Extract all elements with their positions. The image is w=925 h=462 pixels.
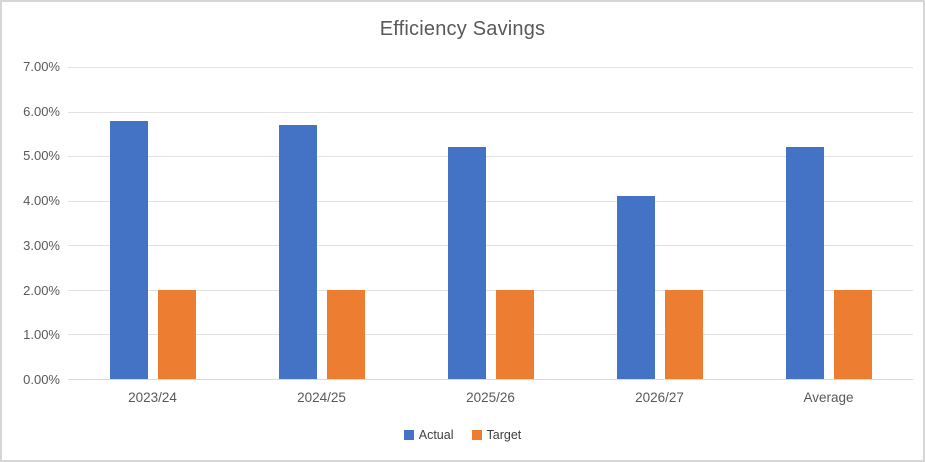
gridline-5.00% (68, 156, 913, 158)
x-tick-label-2026/27: 2026/27 (635, 390, 684, 405)
legend-label-actual: Actual (418, 428, 454, 442)
gridline-6.00% (68, 111, 913, 113)
y-tick-label-3.00%: 3.00% (23, 237, 60, 253)
bar-group-Average (785, 67, 872, 379)
legend-swatch-actual-icon (403, 430, 414, 440)
y-tick-label-4.00%: 4.00% (23, 193, 60, 209)
x-tick-label-Average: Average (803, 390, 854, 405)
bar-actual-Average (785, 147, 824, 379)
y-tick-label-2.00%: 2.00% (23, 282, 60, 298)
x-axis: 2023/24 2024/25 2025/26 2026/27 Average (68, 390, 913, 410)
bar-group-2025/26 (447, 67, 534, 379)
legend-item-actual: Actual (403, 428, 454, 442)
legend-swatch-target-icon (471, 430, 482, 440)
chart-title: Efficiency Savings (379, 18, 546, 40)
y-tick-label-1.00%: 1.00% (23, 327, 60, 343)
x-tick-label-2025/26: 2025/26 (466, 390, 515, 405)
bar-target-2025/26 (495, 289, 534, 379)
bar-target-Average (833, 289, 872, 379)
legend: Actual Target (2, 428, 923, 442)
legend-label-target: Target (486, 428, 522, 442)
gridline-2.00% (68, 289, 913, 291)
gridline-4.00% (68, 200, 913, 202)
bar-actual-2024/25 (278, 124, 317, 379)
y-tick-label-0.00%: 0.00% (23, 372, 60, 387)
bar-group-2024/25 (278, 67, 365, 379)
y-tick-label-7.00%: 7.00% (23, 59, 60, 74)
bar-target-2023/24 (157, 289, 196, 379)
gridline-3.00% (68, 245, 913, 247)
bar-target-2026/27 (664, 289, 703, 379)
gridline-7.00% (68, 67, 913, 68)
bar-actual-2023/24 (109, 120, 148, 379)
x-tick-label-2023/24: 2023/24 (128, 390, 177, 405)
bar-target-2024/25 (326, 289, 365, 379)
gridline-1.00% (68, 334, 913, 336)
x-tick-label-2024/25: 2024/25 (297, 390, 346, 405)
legend-item-target: Target (471, 428, 522, 442)
y-tick-label-5.00%: 5.00% (23, 148, 60, 164)
y-axis: 0.00% 1.00% 2.00% 3.00% 4.00% 5.00% 6.00% 7.00% (2, 59, 60, 387)
y-tick-label-6.00%: 6.00% (23, 103, 60, 119)
bar-group-2023/24 (109, 67, 196, 379)
bar-group-2026/27 (616, 67, 703, 379)
plot-area (68, 67, 913, 380)
bar-actual-2026/27 (616, 196, 655, 379)
bar-actual-2025/26 (447, 147, 486, 379)
